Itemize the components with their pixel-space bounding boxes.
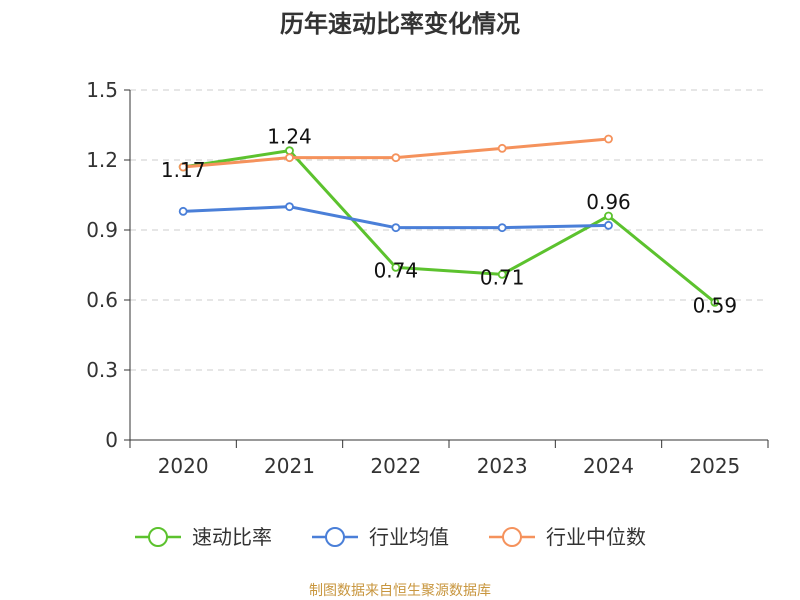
grid bbox=[130, 89, 768, 371]
data-point bbox=[391, 262, 401, 272]
data-point bbox=[497, 269, 507, 279]
data-point bbox=[604, 220, 613, 230]
legend-marker bbox=[148, 527, 168, 547]
legend: 速动比率 行业均值 行业中位数 bbox=[135, 525, 646, 549]
y-tick-label: 0.6 bbox=[86, 288, 118, 312]
series-line bbox=[182, 149, 716, 304]
data-point bbox=[497, 143, 507, 153]
data-label: 1.24 bbox=[267, 125, 312, 149]
y-tick-label: 0 bbox=[105, 428, 118, 452]
data-point bbox=[604, 211, 613, 221]
data-label: 1.17 bbox=[161, 158, 206, 182]
y-tick-label: 0.9 bbox=[86, 218, 118, 242]
series-layer bbox=[178, 134, 720, 307]
legend-label: 行业均值 bbox=[369, 525, 449, 549]
data-label: 0.96 bbox=[586, 190, 631, 214]
data-point bbox=[391, 153, 401, 163]
y-tick-label: 0.3 bbox=[86, 358, 118, 382]
data-label: 0.71 bbox=[480, 265, 525, 289]
legend-item: 速动比率 bbox=[135, 525, 272, 549]
data-labels: 1.17 1.24 0.74 0.71 0.96 0.59 bbox=[161, 125, 737, 318]
x-tick-label: 2021 bbox=[264, 454, 315, 478]
source-note: 制图数据来自恒生聚源数据库 bbox=[309, 583, 491, 599]
data-point bbox=[285, 202, 294, 212]
legend-marker bbox=[502, 527, 522, 547]
data-label: 0.59 bbox=[693, 293, 738, 317]
series-3 bbox=[178, 134, 613, 172]
y-tick-label: 1.5 bbox=[86, 78, 118, 102]
legend-item: 行业均值 bbox=[312, 525, 449, 549]
series-2 bbox=[178, 202, 613, 233]
data-label: 0.74 bbox=[374, 258, 419, 282]
axes: 0 0.3 0.6 0.9 1.2 1.5 2020 2021 2022 2023 2024 2025 bbox=[86, 78, 769, 478]
x-tick-label: 2022 bbox=[370, 454, 421, 478]
data-point bbox=[285, 153, 294, 163]
series-line bbox=[183, 137, 609, 169]
data-point bbox=[178, 162, 188, 172]
legend-item: 行业中位数 bbox=[489, 525, 646, 549]
data-point bbox=[604, 134, 613, 144]
data-point bbox=[497, 223, 507, 233]
legend-label: 行业中位数 bbox=[546, 525, 646, 549]
x-tick-label: 2020 bbox=[158, 454, 209, 478]
x-tick-label: 2025 bbox=[689, 454, 740, 478]
data-point bbox=[391, 223, 401, 233]
data-point bbox=[178, 206, 188, 216]
legend-label: 速动比率 bbox=[192, 525, 272, 549]
y-tick-label: 1.2 bbox=[86, 148, 118, 172]
legend-marker bbox=[325, 527, 345, 547]
x-tick-label: 2023 bbox=[477, 454, 528, 478]
chart-title: 历年速动比率变化情况 bbox=[280, 10, 520, 38]
data-point bbox=[710, 297, 720, 307]
x-tick-label: 2024 bbox=[583, 454, 634, 478]
